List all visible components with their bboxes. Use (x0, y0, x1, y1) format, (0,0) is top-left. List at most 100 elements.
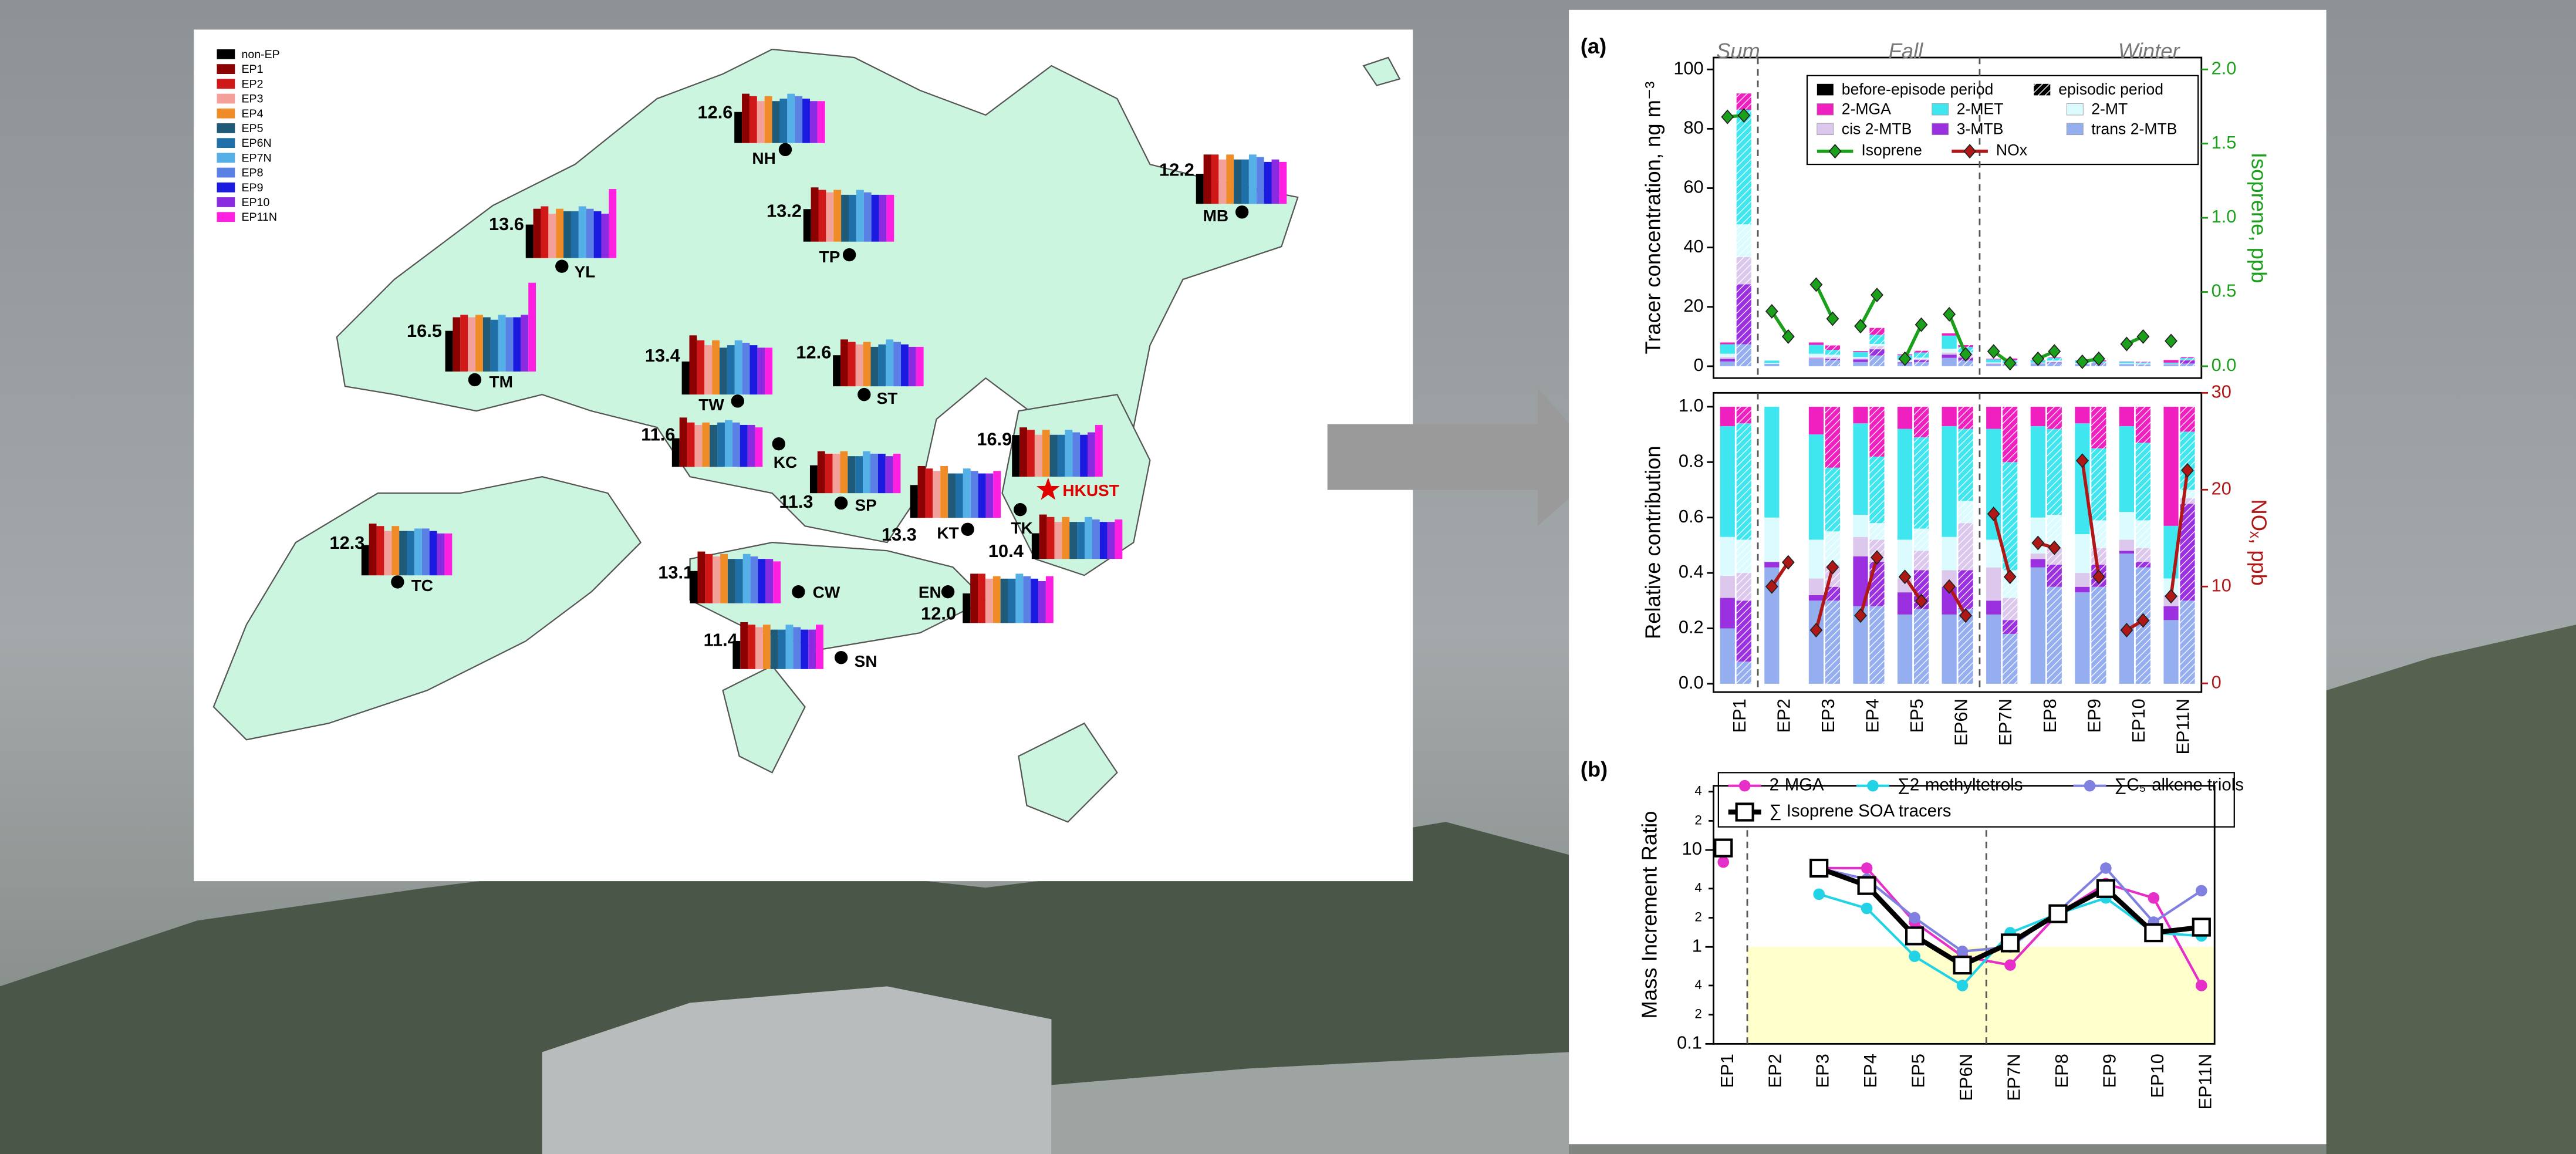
station-bar (361, 545, 369, 576)
station-bar (779, 99, 788, 143)
station-bar (801, 629, 809, 669)
legend-box (1806, 75, 2199, 166)
bar-segment (1869, 343, 1885, 347)
legend-label: EP4 (241, 107, 263, 120)
legend-label: ∑2-methyltetrols (1898, 775, 2023, 794)
bar-segment (1958, 501, 1973, 524)
panel-label: (a) (1581, 34, 1606, 58)
station-bar (1256, 157, 1264, 204)
station-bar (893, 453, 901, 494)
y-tick-label: 4 (1694, 784, 1701, 798)
station-bar (1115, 519, 1123, 559)
bar-segment (1897, 406, 1913, 429)
station-bar (955, 473, 963, 518)
station-value: 11.6 (641, 424, 675, 444)
line-marker (1959, 608, 1973, 623)
bar-segment (2180, 363, 2195, 366)
station-bar (970, 471, 978, 518)
station-bar (687, 422, 695, 467)
line (1814, 284, 1834, 320)
station-bar (765, 559, 774, 603)
bar-segment (1764, 363, 1780, 366)
station-value: 12.2 (1159, 159, 1194, 180)
station-bar (778, 629, 786, 669)
station-bar (848, 342, 856, 387)
station-bar (877, 453, 886, 494)
point (1714, 838, 1733, 858)
station-value: 12.6 (697, 102, 732, 122)
point (2096, 879, 2115, 898)
y-tick-label: 0.2 (1679, 617, 1704, 637)
y-tick-label: 0.1 (1677, 1032, 1702, 1052)
content: non-EPEP1EP2EP3EP4EP5EP6NEP7NEP8EP9EP10E… (217, 34, 2271, 1109)
bar-segment (1986, 362, 2001, 363)
station-bar (1095, 424, 1103, 477)
bar-segment (2163, 362, 2179, 364)
station-value: 12.0 (921, 603, 956, 624)
station-bar (1042, 430, 1050, 477)
station-bar (407, 531, 414, 576)
point (1909, 950, 1920, 963)
line-marker (1854, 319, 1867, 334)
station-bar (1092, 519, 1100, 559)
station-bar (601, 214, 609, 258)
legend-label: 2-MGA (1842, 100, 1891, 118)
station-bar (1069, 522, 1078, 559)
station-bar (541, 206, 549, 258)
bar-segment (1808, 595, 1824, 601)
station-bar (985, 578, 993, 623)
legend-label: ∑C₅-alkene triols (2114, 775, 2243, 794)
bar-segment (1869, 355, 1885, 366)
bar-segment (2091, 586, 2106, 684)
legend-marker (1738, 780, 1751, 792)
station-bar (525, 224, 534, 258)
y2-tick-label: 0.0 (2212, 355, 2237, 375)
station-bar (863, 342, 871, 387)
station-bar (755, 627, 763, 669)
arrow (1327, 387, 1607, 527)
station-bar (609, 189, 617, 258)
x-tick-label: EP6N (1951, 699, 1971, 745)
bar-segment (1913, 359, 1929, 360)
bar-segment (1736, 600, 1751, 662)
station-name: TK (1011, 519, 1032, 537)
bar-segment (2003, 598, 2018, 620)
legend-swatch (217, 79, 235, 89)
station-bar (679, 417, 687, 467)
station-bar (885, 456, 893, 494)
bar-segment (2119, 364, 2135, 366)
bar-segment (1736, 110, 1751, 225)
line (1814, 566, 1835, 631)
bar-segment (2047, 363, 2062, 366)
station-bar (1046, 517, 1055, 559)
station-marker (1036, 477, 1060, 500)
y-tick-label: 60 (1683, 177, 1703, 197)
station-bar (1203, 154, 1211, 204)
station-bar (773, 561, 781, 603)
station-bar (856, 190, 864, 242)
station-bar (978, 473, 986, 518)
bar-segment (1853, 352, 1868, 357)
legend-swatch (217, 108, 235, 119)
bar-segment (2135, 443, 2151, 521)
line-marker (2003, 569, 2017, 585)
station-bar (1099, 522, 1108, 559)
line (2081, 460, 2101, 578)
station-name: TM (489, 373, 513, 391)
station-name: TP (819, 248, 840, 266)
bar-segment (1869, 606, 1885, 684)
station-marker (857, 387, 871, 401)
bar-segment (1853, 536, 1868, 556)
station-value: 13.6 (489, 214, 524, 234)
bar-segment (2075, 573, 2090, 587)
bar-segment (1720, 359, 1735, 362)
station-value: 12.3 (329, 532, 364, 553)
station-bar (855, 456, 863, 494)
season-label: Fall (1889, 39, 1924, 63)
station-bar (1049, 434, 1058, 477)
point (2196, 885, 2207, 897)
station-bar (732, 422, 740, 467)
bar-segment (1808, 539, 1824, 579)
point (1809, 858, 1829, 878)
